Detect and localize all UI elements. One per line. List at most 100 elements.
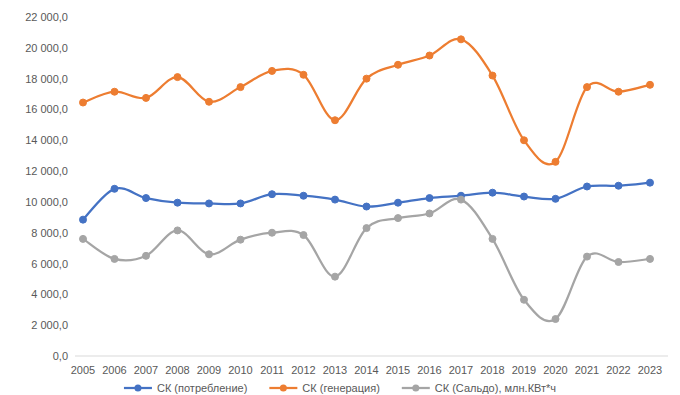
- x-tick-label: 2005: [71, 364, 95, 376]
- marker: [521, 296, 528, 303]
- x-axis: 2005200620072008200920102011201220132014…: [71, 356, 668, 376]
- marker: [426, 52, 433, 59]
- y-tick-label: 12 000,0: [25, 165, 68, 177]
- x-tick-label: 2015: [386, 364, 410, 376]
- marker: [111, 255, 118, 262]
- legend-marker: [134, 385, 141, 392]
- y-tick-label: 2 000,0: [31, 319, 68, 331]
- marker: [584, 253, 591, 260]
- x-tick-label: 2016: [417, 364, 441, 376]
- x-tick-label: 2010: [228, 364, 252, 376]
- legend-item: СК (Сальдо), млн.КВт*ч: [402, 382, 556, 394]
- y-tick: [72, 263, 75, 264]
- marker: [300, 192, 307, 199]
- marker: [458, 36, 465, 43]
- marker: [363, 225, 370, 232]
- y-tick-label: 14 000,0: [25, 134, 68, 146]
- marker: [458, 196, 465, 203]
- marker: [395, 199, 402, 206]
- legend-label: СК (Сальдо), млн.КВт*ч: [435, 382, 556, 394]
- y-tick-label: 22 000,0: [25, 11, 68, 23]
- y-tick: [72, 109, 75, 110]
- y-tick-label: 16 000,0: [25, 103, 68, 115]
- x-tick-label: 2020: [543, 364, 567, 376]
- y-tick: [72, 356, 75, 357]
- line: [83, 39, 650, 165]
- x-axis-line: [75, 356, 668, 357]
- marker: [426, 210, 433, 217]
- x-tick-label: 2018: [480, 364, 504, 376]
- marker: [363, 75, 370, 82]
- x-tick-label: 2019: [512, 364, 536, 376]
- y-tick: [72, 201, 75, 202]
- marker: [395, 215, 402, 222]
- y-tick: [72, 47, 75, 48]
- y-tick-label: 0,0: [53, 350, 68, 362]
- marker: [111, 185, 118, 192]
- line: [83, 183, 650, 220]
- marker: [489, 72, 496, 79]
- marker: [143, 94, 150, 101]
- y-tick-label: 18 000,0: [25, 73, 68, 85]
- marker: [489, 235, 496, 242]
- x-tick-label: 2009: [197, 364, 221, 376]
- x-tick-label: 2021: [575, 364, 599, 376]
- marker: [489, 189, 496, 196]
- legend-marker: [412, 385, 419, 392]
- marker: [521, 193, 528, 200]
- marker: [332, 196, 339, 203]
- marker: [174, 227, 181, 234]
- line: [83, 199, 650, 321]
- x-tick-label: 2007: [134, 364, 158, 376]
- series: [80, 179, 654, 223]
- y-tick: [72, 325, 75, 326]
- marker: [174, 199, 181, 206]
- legend: СК (потребление) СК (генерация) СК (Сальдо…: [124, 382, 556, 394]
- marker: [615, 88, 622, 95]
- series: [80, 196, 654, 322]
- x-tick-label: 2023: [638, 364, 662, 376]
- y-axis: 0,02 000,04 000,06 000,08 000,010 000,01…: [25, 11, 75, 362]
- legend-item: СК (генерация): [269, 382, 379, 394]
- series: [80, 36, 654, 166]
- marker: [80, 235, 87, 242]
- x-tick-label: 2006: [102, 364, 126, 376]
- y-tick-label: 4 000,0: [31, 288, 68, 300]
- marker: [174, 74, 181, 81]
- x-tick-label: 2022: [606, 364, 630, 376]
- marker: [584, 84, 591, 91]
- marker: [521, 137, 528, 144]
- marker: [300, 71, 307, 78]
- x-tick-label: 2017: [449, 364, 473, 376]
- chart: 0,02 000,04 000,06 000,08 000,010 000,01…: [0, 0, 680, 395]
- legend-item: СК (потребление): [124, 382, 247, 394]
- marker: [206, 200, 213, 207]
- marker: [237, 200, 244, 207]
- marker: [615, 259, 622, 266]
- marker: [584, 183, 591, 190]
- plot-area: [80, 36, 654, 323]
- y-tick-label: 20 000,0: [25, 42, 68, 54]
- y-tick-label: 8 000,0: [31, 227, 68, 239]
- marker: [111, 88, 118, 95]
- y-tick: [72, 140, 75, 141]
- marker: [80, 216, 87, 223]
- marker: [426, 195, 433, 202]
- marker: [647, 179, 654, 186]
- marker: [143, 195, 150, 202]
- marker: [237, 84, 244, 91]
- y-tick: [72, 78, 75, 79]
- marker: [269, 191, 276, 198]
- legend-label: СК (потребление): [157, 382, 247, 394]
- marker: [143, 252, 150, 259]
- marker: [332, 117, 339, 124]
- y-tick-label: 10 000,0: [25, 196, 68, 208]
- y-tick: [72, 232, 75, 233]
- legend-marker: [280, 385, 287, 392]
- marker: [395, 61, 402, 68]
- marker: [552, 316, 559, 323]
- x-tick-label: 2011: [260, 364, 284, 376]
- x-tick-label: 2014: [354, 364, 378, 376]
- marker: [332, 273, 339, 280]
- legend-label: СК (генерация): [302, 382, 379, 394]
